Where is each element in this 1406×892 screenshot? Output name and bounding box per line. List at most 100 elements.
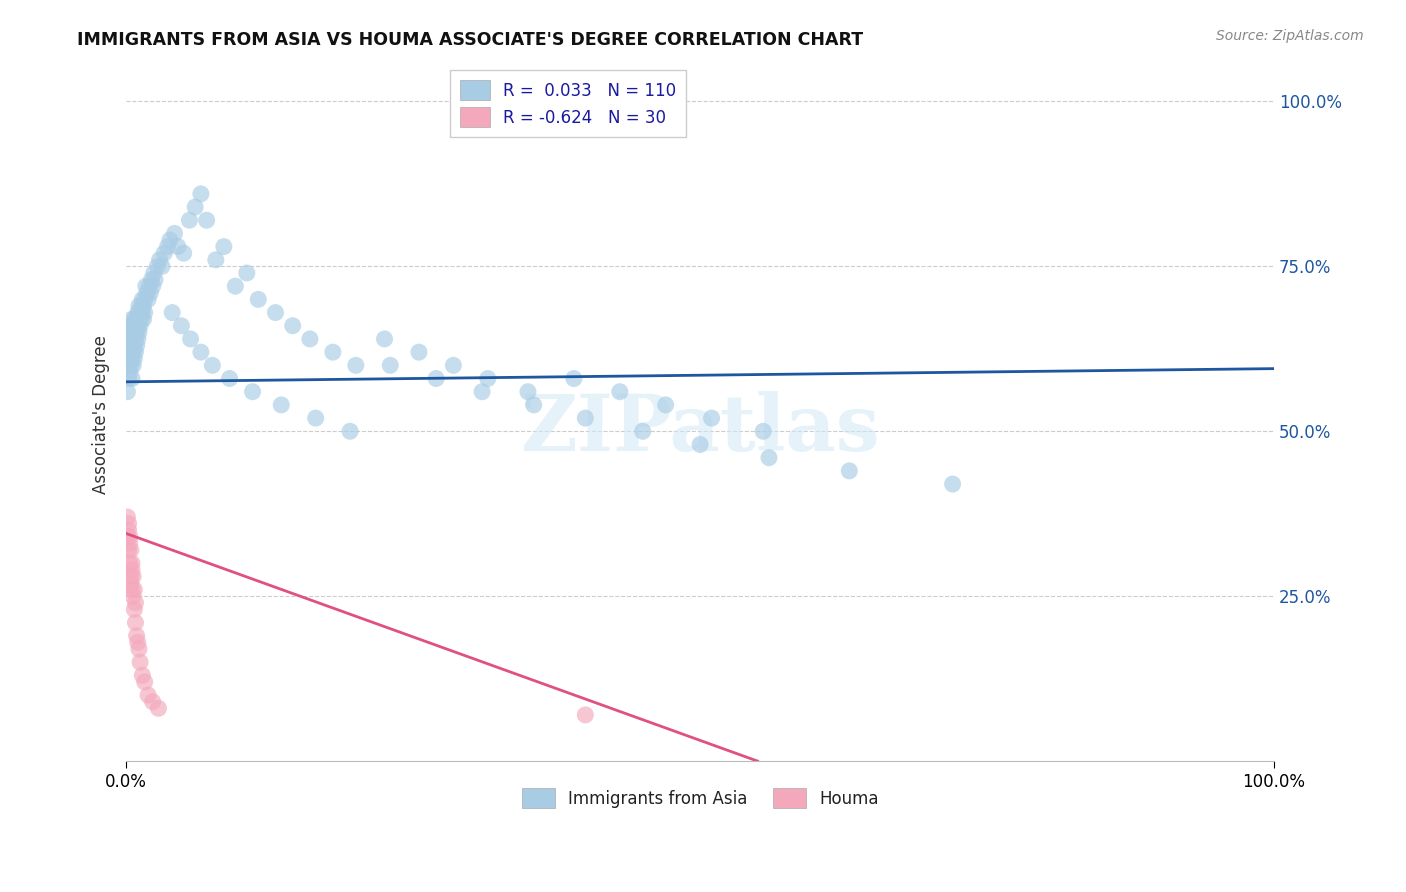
Point xyxy=(124,582,146,597)
Point xyxy=(129,655,152,669)
Point xyxy=(247,293,270,307)
Point xyxy=(117,332,139,346)
Point xyxy=(120,569,142,583)
Point xyxy=(264,305,287,319)
Point xyxy=(117,516,139,531)
Point xyxy=(117,510,139,524)
Point xyxy=(471,384,494,399)
Text: ZIPatlas: ZIPatlas xyxy=(520,391,880,467)
Point xyxy=(339,425,361,439)
Legend: Immigrants from Asia, Houma: Immigrants from Asia, Houma xyxy=(515,781,886,815)
Point xyxy=(122,318,145,333)
Point xyxy=(574,707,596,722)
Point xyxy=(408,345,430,359)
Point xyxy=(120,359,142,373)
Point xyxy=(148,701,170,715)
Point xyxy=(142,279,165,293)
Point xyxy=(131,668,153,682)
Point xyxy=(477,371,499,385)
Point xyxy=(120,318,142,333)
Point xyxy=(124,332,146,346)
Point xyxy=(118,556,141,570)
Point xyxy=(150,260,173,274)
Point xyxy=(425,371,447,385)
Point xyxy=(124,326,146,340)
Point xyxy=(125,312,148,326)
Point xyxy=(124,312,146,326)
Point xyxy=(373,332,395,346)
Point xyxy=(122,569,145,583)
Point xyxy=(128,642,150,657)
Point xyxy=(149,252,172,267)
Point xyxy=(121,351,143,366)
Point xyxy=(167,239,190,253)
Point xyxy=(136,688,159,702)
Point xyxy=(127,305,149,319)
Point xyxy=(242,384,264,399)
Point xyxy=(124,596,146,610)
Point xyxy=(631,425,654,439)
Point xyxy=(224,279,246,293)
Point xyxy=(124,338,146,352)
Point xyxy=(120,576,142,591)
Point xyxy=(142,266,165,280)
Point xyxy=(146,260,169,274)
Point xyxy=(118,351,141,366)
Point xyxy=(118,365,141,379)
Point xyxy=(127,332,149,346)
Point xyxy=(380,359,402,373)
Point xyxy=(117,359,139,373)
Point xyxy=(344,359,367,373)
Point xyxy=(117,345,139,359)
Point xyxy=(190,186,212,201)
Point xyxy=(141,272,163,286)
Point xyxy=(281,318,304,333)
Point xyxy=(117,523,139,537)
Point xyxy=(236,266,259,280)
Text: IMMIGRANTS FROM ASIA VS HOUMA ASSOCIATE'S DEGREE CORRELATION CHART: IMMIGRANTS FROM ASIA VS HOUMA ASSOCIATE'… xyxy=(77,31,863,49)
Point xyxy=(218,371,240,385)
Point xyxy=(173,246,195,260)
Point xyxy=(270,398,292,412)
Point xyxy=(212,239,235,253)
Point xyxy=(654,398,676,412)
Point xyxy=(124,318,146,333)
Point xyxy=(122,359,145,373)
Point xyxy=(118,326,141,340)
Point xyxy=(124,602,146,616)
Point xyxy=(134,305,156,319)
Point xyxy=(159,233,181,247)
Point xyxy=(143,272,166,286)
Point xyxy=(124,615,146,630)
Point xyxy=(121,582,143,597)
Point xyxy=(128,312,150,326)
Point xyxy=(574,411,596,425)
Point xyxy=(121,326,143,340)
Text: Source: ZipAtlas.com: Source: ZipAtlas.com xyxy=(1216,29,1364,43)
Point xyxy=(195,213,218,227)
Point xyxy=(135,279,157,293)
Point xyxy=(139,285,162,300)
Point xyxy=(138,279,160,293)
Point xyxy=(125,338,148,352)
Point xyxy=(322,345,344,359)
Point xyxy=(156,239,179,253)
Point xyxy=(131,305,153,319)
Point xyxy=(129,305,152,319)
Point xyxy=(120,332,142,346)
Point xyxy=(121,371,143,385)
Point xyxy=(204,252,226,267)
Point xyxy=(523,398,546,412)
Point xyxy=(132,299,155,313)
Point xyxy=(609,384,631,399)
Point xyxy=(129,312,152,326)
Point xyxy=(134,293,156,307)
Point xyxy=(122,332,145,346)
Point xyxy=(136,285,159,300)
Point xyxy=(117,530,139,544)
Point xyxy=(170,318,193,333)
Point xyxy=(517,384,540,399)
Point xyxy=(117,384,139,399)
Point xyxy=(298,332,321,346)
Y-axis label: Associate's Degree: Associate's Degree xyxy=(93,335,110,494)
